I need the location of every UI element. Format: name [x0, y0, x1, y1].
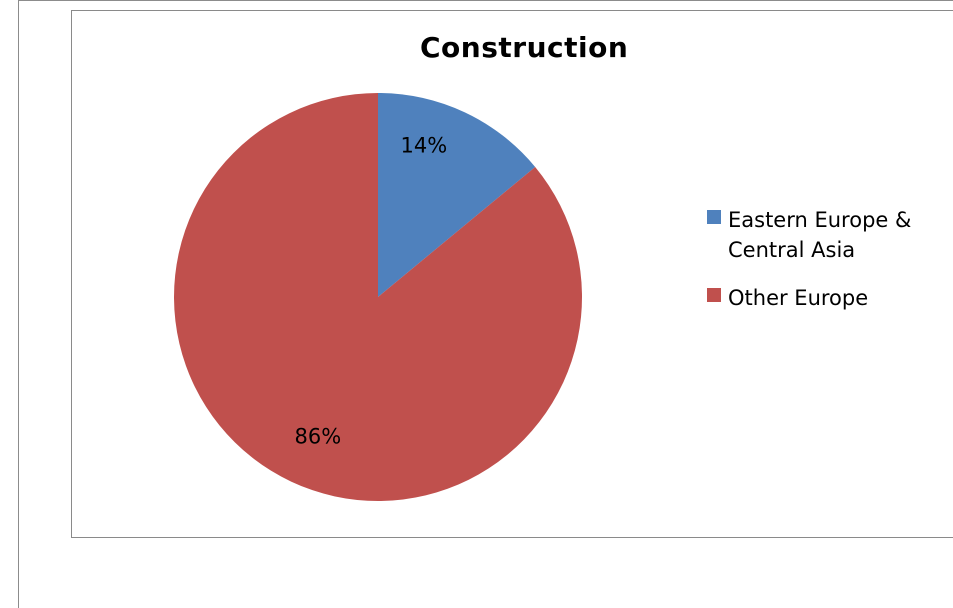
chart-title: Construction [420, 31, 629, 64]
legend-swatch-other-europe [707, 288, 721, 302]
legend: Eastern Europe & Central Asia Other Euro… [707, 205, 947, 331]
data-label-eastern-europe: 14% [401, 134, 448, 158]
legend-swatch-eastern-europe [707, 210, 721, 224]
data-label-other-europe: 86% [295, 424, 342, 448]
pie-data-labels: 14% 86% [295, 134, 448, 449]
legend-label-eastern-europe-central-asia: Eastern Europe & Central Asia [728, 208, 912, 262]
legend-item-eastern-europe-central-asia: Eastern Europe & Central Asia [707, 205, 947, 265]
pie-slice-eastern-europe-central-asia [378, 93, 536, 297]
legend-item-other-europe: Other Europe [707, 283, 947, 313]
pie-slice-other-europe [174, 93, 583, 502]
pie-slices [174, 93, 583, 502]
page-frame [18, 0, 953, 608]
legend-label-other-europe: Other Europe [728, 286, 869, 310]
